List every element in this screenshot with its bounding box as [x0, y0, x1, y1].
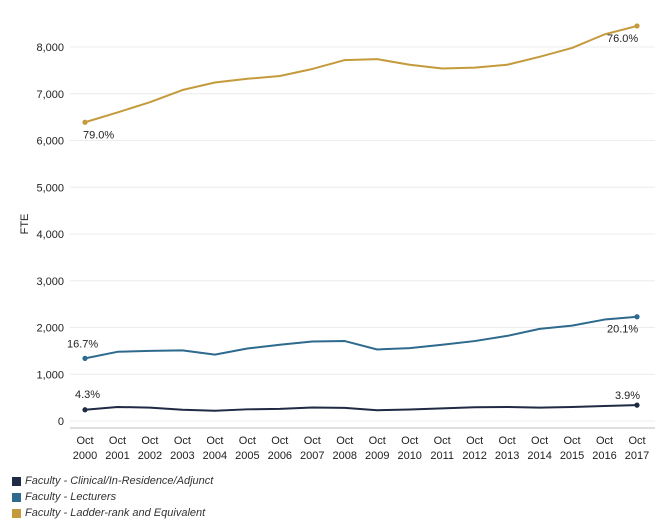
data-point [634, 23, 640, 29]
x-tick-label-year: 2003 [170, 450, 194, 462]
x-tick-label-month: Oct [271, 435, 288, 447]
x-tick-label-year: 2008 [333, 450, 357, 462]
y-tick-label: 2,000 [36, 323, 64, 335]
data-point [634, 314, 640, 320]
x-tick-label-year: 2001 [105, 450, 129, 462]
y-tick-label: 5,000 [36, 182, 64, 194]
y-tick-label: 4,000 [36, 229, 64, 241]
data-label: 79.0% [83, 129, 114, 141]
data-label: 20.1% [607, 324, 638, 336]
x-tick-label-month: Oct [531, 435, 548, 447]
x-tick-label-month: Oct [206, 435, 223, 447]
data-point [82, 355, 88, 361]
data-label: 16.7% [67, 338, 98, 350]
legend-swatch-lecturers [12, 492, 21, 502]
x-tick-label-year: 2002 [138, 450, 162, 462]
gridlines [70, 46, 655, 422]
legend-item-clinical: Faculty - Clinical/In-Residence/Adjunct [12, 473, 213, 489]
x-tick-label-year: 2010 [397, 450, 421, 462]
x-tick-label-month: Oct [239, 435, 256, 447]
x-tick-label-month: Oct [434, 435, 451, 447]
x-tick-label-month: Oct [141, 435, 158, 447]
y-axis: 0 1,000 2,000 3,000 4,000 5,000 6,000 7,000 8,00… [36, 42, 64, 428]
y-tick-label: 3,000 [36, 276, 64, 288]
data-label: 76.0% [607, 33, 638, 45]
legend: Faculty - Clinical/In-Residence/Adjunct … [12, 473, 213, 521]
x-tick-label-year: 2012 [462, 450, 486, 462]
x-tick-label-month: Oct [499, 435, 516, 447]
y-axis-label: FTE [19, 214, 31, 235]
x-tick-label-month: Oct [174, 435, 191, 447]
x-axis: Oct 2000 Oct 2001 Oct 2002 Oct 2003 Oct 2004 Oct 20… [70, 427, 655, 462]
legend-label-clinical: Faculty - Clinical/In-Residence/Adjunct [25, 475, 214, 487]
legend-swatch-ladder-rank [12, 508, 21, 518]
data-label: 3.9% [615, 390, 640, 402]
y-tick-label: 7,000 [36, 89, 64, 101]
data-point [634, 402, 640, 408]
x-tick-label-month: Oct [628, 435, 645, 447]
legend-item-lecturers: Faculty - Lecturers [12, 489, 213, 505]
x-tick-label-year: 2000 [73, 450, 97, 462]
x-tick-label-year: 2005 [235, 450, 259, 462]
legend-label-lecturers: Faculty - Lecturers [25, 491, 117, 503]
y-tick-label: 1,000 [36, 369, 64, 381]
legend-item-ladder-rank: Faculty - Ladder-rank and Equivalent [12, 505, 213, 521]
series-lines [82, 23, 640, 413]
x-tick-label-year: 2015 [560, 450, 584, 462]
x-tick-label-month: Oct [369, 435, 386, 447]
data-point [82, 407, 88, 413]
x-tick-label-year: 2004 [203, 450, 227, 462]
x-tick-label-month: Oct [563, 435, 580, 447]
x-tick-label-year: 2017 [625, 450, 649, 462]
x-tick-label-month: Oct [401, 435, 418, 447]
y-tick-label: 0 [58, 416, 64, 428]
x-tick-label-year: 2011 [430, 450, 454, 462]
y-tick-label: 6,000 [36, 136, 64, 148]
x-tick-label-year: 2016 [592, 450, 616, 462]
line-chart: 0 1,000 2,000 3,000 4,000 5,000 6,000 7,000 8,00… [19, 23, 655, 462]
y-tick-label: 8,000 [36, 42, 64, 54]
data-point [82, 119, 88, 125]
x-tick-label-month: Oct [596, 435, 613, 447]
x-tick-label-year: 2007 [300, 450, 324, 462]
x-tick-label-year: 2013 [495, 450, 519, 462]
x-tick-label-year: 2014 [527, 450, 551, 462]
x-tick-label-year: 2009 [365, 450, 389, 462]
data-label: 4.3% [75, 389, 100, 401]
series-line [84, 404, 638, 412]
x-tick-label-year: 2006 [268, 450, 292, 462]
x-tick-label-month: Oct [109, 435, 126, 447]
x-tick-label-month: Oct [466, 435, 483, 447]
data-labels: 79.0% 76.0% 16.7% 20.1% 4.3% 3.9% [67, 33, 640, 402]
x-tick-label-month: Oct [336, 435, 353, 447]
legend-swatch-clinical [12, 476, 21, 486]
series-line [84, 24, 638, 124]
legend-label-ladder-rank: Faculty - Ladder-rank and Equivalent [25, 507, 206, 519]
x-tick-label-month: Oct [76, 435, 93, 447]
x-tick-label-month: Oct [304, 435, 321, 447]
series-line [84, 315, 638, 360]
